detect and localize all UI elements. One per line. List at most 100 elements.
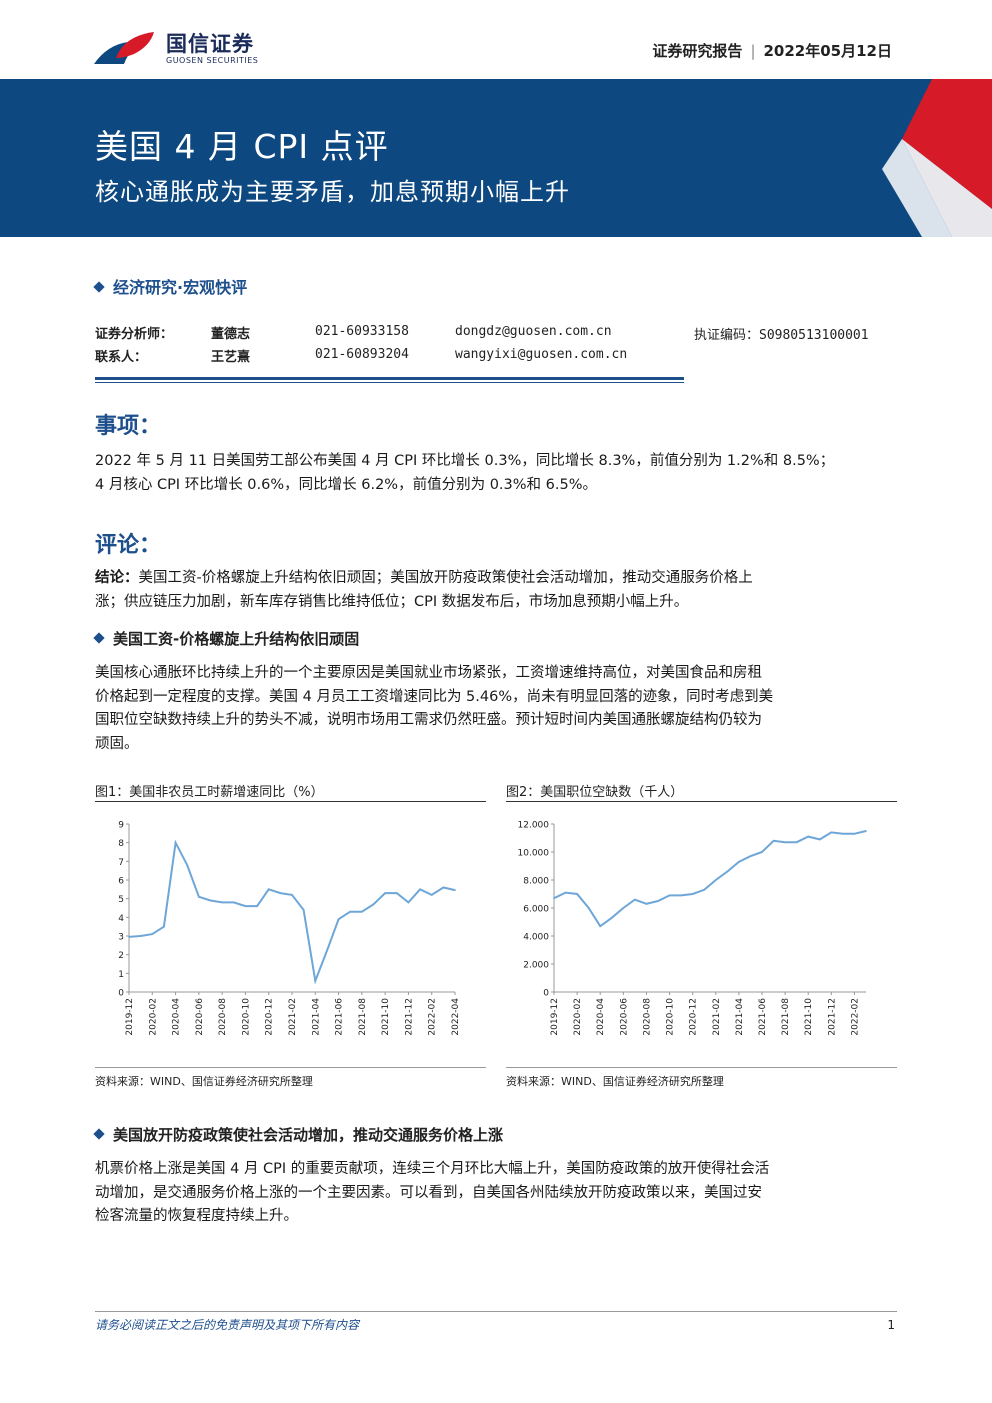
analyst-role: 证券分析师： bbox=[95, 327, 174, 342]
data-point bbox=[128, 936, 130, 938]
data-point bbox=[680, 894, 682, 897]
bullet-heading-text: 美国放开防疫政策使社会活动增加，推动交通服务价格上涨 bbox=[113, 1126, 504, 1144]
x-tick-label: 2022-02 bbox=[428, 998, 438, 1036]
x-tick-label: 2022-02 bbox=[850, 998, 860, 1036]
contact-email[interactable]: wangyixi@guosen.com.cn bbox=[455, 347, 628, 362]
footer-rule bbox=[95, 1311, 897, 1312]
text-line: 动增加，是交通服务价格上涨的一个主要因素。可以看到，自美国各州陆续放开防疫政策以… bbox=[95, 1184, 762, 1201]
wage-paragraph: 美国核心通胀环比持续上升的一个主要原因是美国就业市场紧张，工资增速维持高位，对美… bbox=[95, 662, 900, 756]
text-line: 顽固。 bbox=[95, 735, 139, 752]
data-point bbox=[634, 898, 636, 901]
y-tick-label: 3 bbox=[118, 933, 124, 943]
text-line: 价格起到一定程度的支撑。美国 4 月员工工资增速同比为 5.46%，尚未有明显回… bbox=[95, 688, 774, 705]
analyst-name: 董德志 bbox=[211, 327, 251, 342]
conclusion-text: 美国工资-价格螺旋上升结构依旧顽固；美国放开防疫政策使社会活动增加，推动交通服务… bbox=[138, 570, 753, 586]
y-tick-label: 7 bbox=[118, 858, 124, 868]
data-point bbox=[587, 907, 590, 909]
data-point bbox=[761, 851, 763, 853]
x-tick-label: 2021-04 bbox=[311, 998, 321, 1036]
text-line: 2022 年 5 月 11 日美国劳工部公布美国 4 月 CPI 环比增长 0.… bbox=[95, 453, 835, 469]
data-point bbox=[622, 907, 625, 909]
x-tick-label: 2021-10 bbox=[381, 998, 391, 1036]
y-tick-label: 12.000 bbox=[518, 821, 550, 831]
report-meta: 证券研究报告 | 2022年05月12日 bbox=[652, 40, 892, 61]
x-tick-label: 2022-04 bbox=[451, 998, 461, 1036]
event-heading: 事项： bbox=[95, 414, 162, 439]
x-tick-label: 2021-08 bbox=[781, 998, 791, 1036]
x-tick-label: 2019-12 bbox=[125, 998, 135, 1036]
data-point bbox=[209, 899, 212, 902]
figure2-source: 资料来源：WIND、国信证券经济研究所整理 bbox=[506, 1075, 724, 1088]
logo-mark-icon bbox=[94, 32, 154, 64]
analyst-license: 执证编码：S0980513100001 bbox=[694, 328, 869, 343]
analyst-divider bbox=[95, 377, 684, 380]
y-tick-label: 0 bbox=[118, 989, 124, 999]
x-tick-label: 2020-06 bbox=[195, 998, 205, 1036]
data-point bbox=[738, 861, 740, 863]
y-tick-label: 2.000 bbox=[523, 961, 549, 971]
figure2-caption: 图2：美国职位空缺数（千人） bbox=[506, 785, 684, 800]
figure2-chart: 0 2.000 4.000 6.000 8.000 10.000 12.000 2019-12… bbox=[518, 821, 867, 1036]
page-number: 1 bbox=[887, 1318, 895, 1332]
data-point bbox=[553, 897, 555, 899]
y-tick-label: 10.000 bbox=[518, 849, 550, 859]
series-line bbox=[128, 839, 456, 985]
report-type: 证券研究报告 bbox=[652, 42, 743, 60]
data-point bbox=[256, 905, 258, 907]
logo-subtext: GUOSEN SECURITIES bbox=[166, 56, 259, 65]
banner-decoration-icon bbox=[882, 79, 992, 237]
figure2-top-rule bbox=[506, 801, 897, 802]
x-tick-label: 2020-06 bbox=[619, 998, 629, 1036]
section-bullet-heading: 美国工资-价格螺旋上升结构依旧顽固 bbox=[93, 628, 360, 649]
text-line: 检客流量的恢复程度持续上升。 bbox=[95, 1208, 298, 1224]
data-point bbox=[830, 831, 833, 834]
data-point bbox=[232, 901, 235, 904]
data-point bbox=[818, 838, 821, 841]
category-label: 经济研究·宏观快评 bbox=[93, 274, 247, 298]
data-point bbox=[151, 933, 154, 935]
transport-paragraph: 机票价格上涨是美国 4 月 CPI 的重要贡献项，连续三个月环比大幅上升，美国防… bbox=[95, 1158, 900, 1229]
analyst-email[interactable]: dongdz@guosen.com.cn bbox=[455, 324, 612, 339]
data-point bbox=[163, 925, 165, 928]
data-point bbox=[853, 833, 856, 835]
x-tick-label: 2019-12 bbox=[550, 998, 560, 1036]
data-point bbox=[795, 841, 798, 843]
x-tick-label: 2021-08 bbox=[358, 998, 368, 1036]
conclusion-label: 结论： bbox=[95, 570, 139, 586]
y-tick-label: 6 bbox=[118, 877, 124, 887]
data-point bbox=[407, 901, 410, 904]
x-tick-label: 2021-12 bbox=[404, 998, 414, 1036]
y-tick-label: 4.000 bbox=[523, 933, 549, 943]
y-tick-label: 5 bbox=[118, 895, 124, 905]
x-tick-label: 2020-10 bbox=[241, 998, 251, 1036]
figure1-top-rule bbox=[95, 801, 486, 802]
logo bbox=[94, 28, 274, 70]
report-title: 美国 4 月 CPI 点评 bbox=[95, 127, 389, 166]
diamond-bullet-icon bbox=[93, 1128, 105, 1140]
text-line: 涨；供应链压力加剧，新车库存销售比维持低位；CPI 数据发布后，市场加息预期小幅… bbox=[95, 593, 689, 610]
y-tick-label: 0 bbox=[543, 989, 549, 999]
data-point bbox=[372, 903, 375, 906]
series-line bbox=[553, 830, 867, 928]
x-tick-label: 2020-04 bbox=[596, 998, 606, 1036]
data-point bbox=[784, 841, 786, 843]
footer-disclaimer[interactable]: 请务必阅读正文之后的免责声明及其项下所有内容 bbox=[95, 1318, 360, 1332]
data-point bbox=[314, 980, 317, 982]
bullet-heading-text: 美国工资-价格螺旋上升结构依旧顽固 bbox=[113, 630, 360, 648]
y-tick-label: 4 bbox=[118, 914, 124, 924]
data-point bbox=[361, 910, 363, 913]
title-banner bbox=[0, 79, 992, 237]
data-point bbox=[384, 892, 386, 894]
data-point bbox=[139, 935, 142, 937]
figure1-source: 资料来源：WIND、国信证券经济研究所整理 bbox=[95, 1075, 313, 1088]
x-tick-label: 2020-12 bbox=[689, 998, 699, 1036]
y-tick-label: 1 bbox=[118, 970, 124, 980]
event-paragraph: 2022 年 5 月 11 日美国劳工部公布美国 4 月 CPI 环比增长 0.… bbox=[95, 450, 900, 497]
divider: | bbox=[750, 42, 756, 60]
x-tick-label: 2020-02 bbox=[573, 998, 583, 1036]
conclusion-paragraph: 结论：美国工资-价格螺旋上升结构依旧顽固；美国放开防疫政策使社会活动增加，推动交… bbox=[95, 567, 900, 614]
x-tick-label: 2020-04 bbox=[172, 998, 182, 1036]
x-tick-label: 2021-02 bbox=[712, 998, 722, 1036]
data-point bbox=[691, 893, 694, 895]
data-point bbox=[772, 840, 775, 842]
